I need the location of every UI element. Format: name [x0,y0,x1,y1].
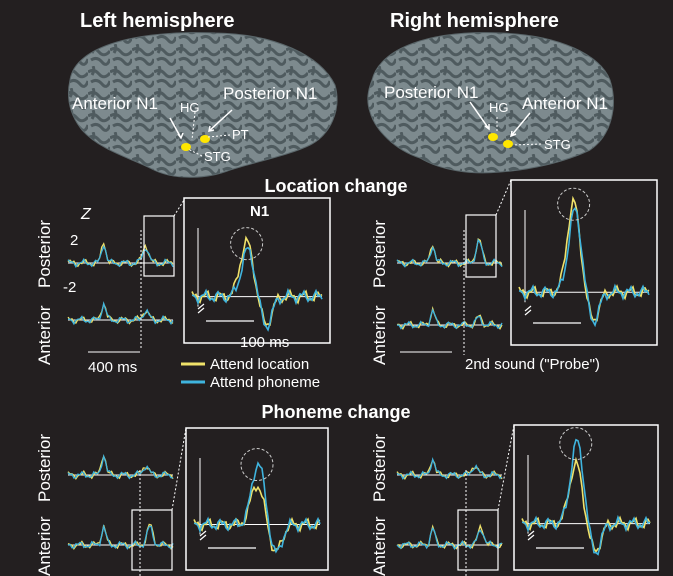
pho-right-zoom-box [457,509,499,571]
right-hemisphere-title: Right hemisphere [390,10,559,32]
legend-label-location: Attend location [210,356,309,373]
pho-right-panel-axis-break [527,530,535,541]
phoneme-change-title: Phoneme change [261,402,410,422]
left-pt-label: PT [232,127,249,142]
loc-left-panel-blue-trace [191,246,323,332]
pho-left-connector [171,427,187,511]
probe-label: 2nd sound ("Probe") [465,356,600,373]
loc-right-panel-box [510,179,658,346]
scale-400ms-label: 400 ms [88,359,137,376]
row-label-anterior-4: Anterior [370,516,389,576]
loc-left-panel-peak-circle [230,227,264,261]
pho-right-panel-peak-circle [559,427,593,461]
pho-right-posterior-blue-trace [396,526,503,551]
loc-left-panel-axis-break [197,303,205,314]
legend: Attend location Attend phoneme [181,356,320,391]
pho-left-anterior-blue-trace [67,453,174,480]
pho-left-anterior-yellow-trace [67,454,174,481]
tick-positive: 2 [70,232,78,249]
loc-left-posterior-blue-trace [67,301,174,326]
loc-right-posterior-blue-trace [396,308,503,330]
loc-left-posterior-yellow-trace [67,302,174,325]
loc-left-anterior-blue-trace [67,245,174,269]
pho-left-panel-blue-trace [193,461,321,554]
pho-left-zoom-box [131,509,173,571]
loc-right-panel-peak-circle [557,187,591,221]
pho-right-panel-box [513,424,659,571]
pho-left-panel-axis-break [199,530,207,541]
pho-left-panel-box [185,427,329,571]
loc-left-panel-yellow-trace [191,235,323,327]
pho-right-anterior-yellow-trace [396,458,503,481]
anterior-dot [181,143,191,151]
pho-left-panel-yellow-trace [193,485,321,552]
left-pointers [169,109,233,157]
loc-left-panel-box [183,197,331,344]
loc-right-panel-yellow-trace [518,195,650,322]
pho-left-posterior-blue-trace [67,523,174,550]
loc-right-anterior-blue-trace [396,238,503,268]
tick-negative: -2 [63,279,76,296]
left-stg-label: STG [204,149,231,164]
location-change-title: Location change [264,176,407,196]
left-anterior-label: Anterior N1 [72,94,158,113]
loc-left-connector [173,199,185,217]
right-posterior-dot [488,133,498,141]
right-anterior-label: Anterior N1 [522,94,608,113]
pho-right-connector [497,424,515,511]
right-hg-label: HG [489,100,509,115]
right-posterior-label: Posterior N1 [384,83,478,102]
left-hemisphere-title: Left hemisphere [80,10,234,32]
pho-left-panel-peak-circle [240,448,274,482]
waveform-panels [67,179,659,576]
loc-right-connector [495,179,512,216]
row-label-anterior-2: Anterior [370,305,389,365]
loc-right-panel-axis-break [524,305,532,316]
row-label-posterior-3: Posterior [35,434,54,502]
loc-right-zoom-box [465,214,497,278]
posterior-dot [200,135,210,143]
right-pointers [469,101,542,146]
right-brain [367,32,614,174]
row-label-anterior-1: Anterior [35,305,54,365]
legend-label-phoneme: Attend phoneme [210,374,320,391]
loc-left-zoom-box [143,215,175,277]
row-label-anterior-3: Anterior [35,516,54,576]
loc-right-anterior-yellow-trace [396,238,503,268]
z-axis-label: Z [80,206,92,223]
right-anterior-dot [503,140,513,148]
pho-right-anterior-blue-trace [396,456,503,480]
n1-label: N1 [250,203,269,220]
left-posterior-label: Posterior N1 [223,84,317,103]
loc-right-panel-blue-trace [518,206,650,328]
row-label-posterior-4: Posterior [370,434,389,502]
row-label-posterior-2: Posterior [370,220,389,288]
pho-right-panel-blue-trace [521,438,651,556]
left-hg-label: HG [180,100,200,115]
row-label-posterior-1: Posterior [35,220,54,288]
right-stg-label: STG [544,137,571,152]
left-brain [68,32,338,178]
